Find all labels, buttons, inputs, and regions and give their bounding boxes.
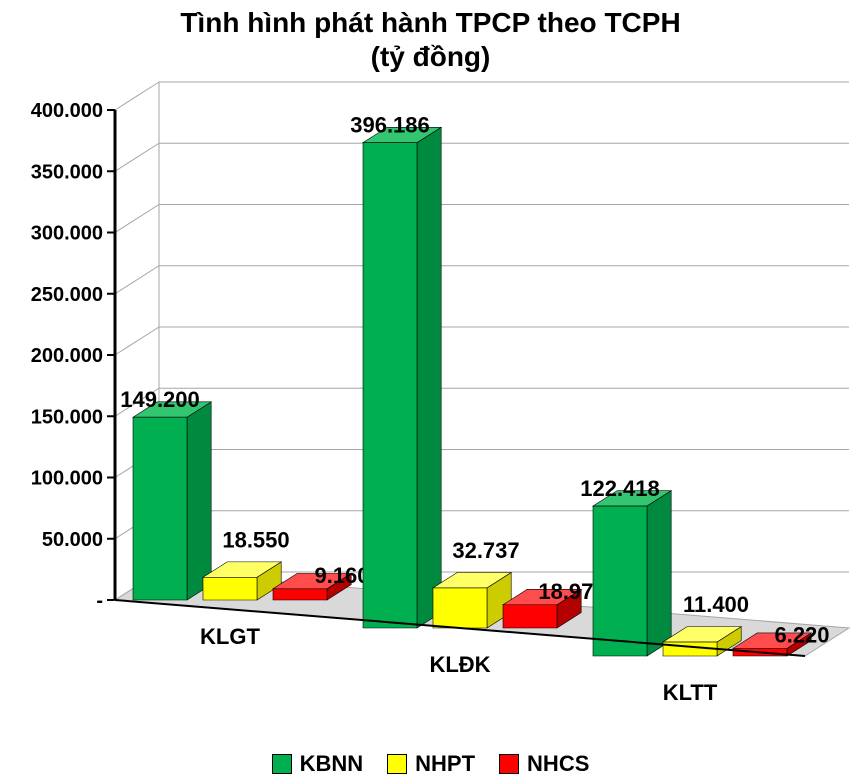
- value-label: 32.737: [452, 538, 519, 563]
- bar: [593, 506, 647, 656]
- legend: KBNN NHPT NHCS: [0, 751, 861, 779]
- bar: [203, 577, 257, 600]
- value-label: 6.220: [774, 622, 829, 647]
- category-label: KLGT: [200, 624, 260, 649]
- bar: [273, 589, 327, 600]
- y-tick-label: 300.000: [31, 223, 103, 245]
- legend-item: NHPT: [387, 751, 475, 777]
- y-tick-label: 150.000: [31, 406, 103, 428]
- chart-title: Tình hình phát hành TPCP theo TCPH (tỷ đ…: [0, 6, 861, 73]
- y-tick-label: 100.000: [31, 468, 103, 490]
- value-label: 11.400: [683, 592, 749, 617]
- value-label: 9.160: [314, 563, 369, 588]
- value-label: 149.200: [120, 387, 200, 412]
- bar: [133, 417, 187, 600]
- value-label: 396.186: [350, 113, 430, 138]
- y-tick-label: 400.000: [31, 100, 103, 122]
- legend-swatch: [499, 754, 519, 774]
- y-tick-label: 200.000: [31, 345, 103, 367]
- value-label: 18.550: [222, 527, 289, 552]
- y-tick-label: 350.000: [31, 161, 103, 183]
- chart-root: Tình hình phát hành TPCP theo TCPH (tỷ đ…: [0, 0, 861, 784]
- legend-label: KBNN: [300, 751, 364, 777]
- legend-swatch: [272, 754, 292, 774]
- legend-item: KBNN: [272, 751, 364, 777]
- bar: [433, 588, 487, 628]
- legend-item: NHCS: [499, 751, 589, 777]
- bar: [363, 143, 417, 628]
- category-label: KLĐK: [429, 652, 490, 677]
- y-tick-label: -: [96, 590, 103, 612]
- bar: [503, 605, 557, 628]
- category-label: KLTT: [663, 680, 718, 705]
- y-tick-label: 50.000: [42, 529, 103, 551]
- chart-title-line1: Tình hình phát hành TPCP theo TCPH: [0, 6, 861, 40]
- legend-label: NHCS: [527, 751, 589, 777]
- y-tick-label: 250.000: [31, 284, 103, 306]
- value-label: 122.418: [580, 476, 660, 501]
- chart-canvas: - 50.000 100.000 150.000 200.000 250.000…: [0, 0, 861, 784]
- legend-label: NHPT: [415, 751, 475, 777]
- chart-title-line2: (tỷ đồng): [0, 40, 861, 74]
- legend-swatch: [387, 754, 407, 774]
